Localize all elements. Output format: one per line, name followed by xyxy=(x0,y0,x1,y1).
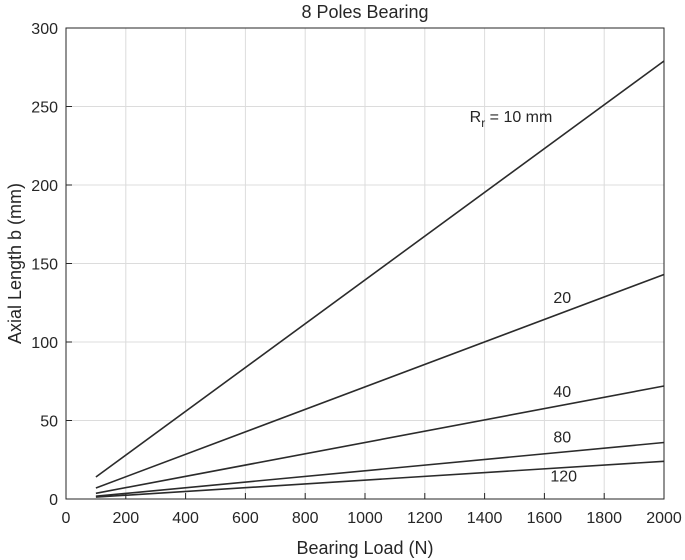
x-tick-label: 400 xyxy=(172,510,199,527)
x-tick-label: 200 xyxy=(112,510,139,527)
series-line-1 xyxy=(95,60,665,478)
x-tick-label: 1200 xyxy=(407,510,443,527)
x-tick-label: 2000 xyxy=(646,510,682,527)
series-line-4 xyxy=(95,441,665,497)
x-tick-label: 1600 xyxy=(527,510,563,527)
x-tick-label: 0 xyxy=(62,510,71,527)
grid-lines xyxy=(65,27,665,500)
y-tick-label: 50 xyxy=(40,414,58,431)
x-tick-label: 1000 xyxy=(347,510,383,527)
series-lines xyxy=(95,60,665,498)
y-axis-label: Axial Length b (mm) xyxy=(5,183,25,344)
y-tick-label: 100 xyxy=(31,335,58,352)
x-tick-label: 800 xyxy=(292,510,319,527)
curve-label-3: 40 xyxy=(553,384,571,401)
curve-label-2: 20 xyxy=(553,290,571,307)
x-axis-ticks: 0 200 400 600 800 1000 1200 1400 1600 1800 2000 xyxy=(62,493,682,527)
y-tick-label: 300 xyxy=(31,21,58,38)
x-tick-label: 1400 xyxy=(467,510,503,527)
chart-title: 8 Poles Bearing xyxy=(301,2,428,22)
series-line-3 xyxy=(95,385,665,495)
y-tick-label: 250 xyxy=(31,100,58,117)
x-tick-label: 600 xyxy=(232,510,259,527)
y-tick-label: 150 xyxy=(31,257,58,274)
series-line-5 xyxy=(95,460,665,498)
curve-label-1: Rr = 10 mm xyxy=(470,109,553,130)
x-axis-label: Bearing Load (N) xyxy=(296,538,433,558)
y-tick-label: 200 xyxy=(31,178,58,195)
y-axis-ticks: 0 50 100 150 200 250 300 xyxy=(31,21,72,509)
x-tick-label: 1800 xyxy=(586,510,622,527)
curve-annotations: Rr = 10 mm 20 40 80 120 xyxy=(470,109,578,486)
curve-label-5: 120 xyxy=(550,469,577,486)
y-tick-label: 0 xyxy=(49,492,58,509)
series-line-2 xyxy=(95,273,665,489)
curve-label-4: 80 xyxy=(553,429,571,446)
